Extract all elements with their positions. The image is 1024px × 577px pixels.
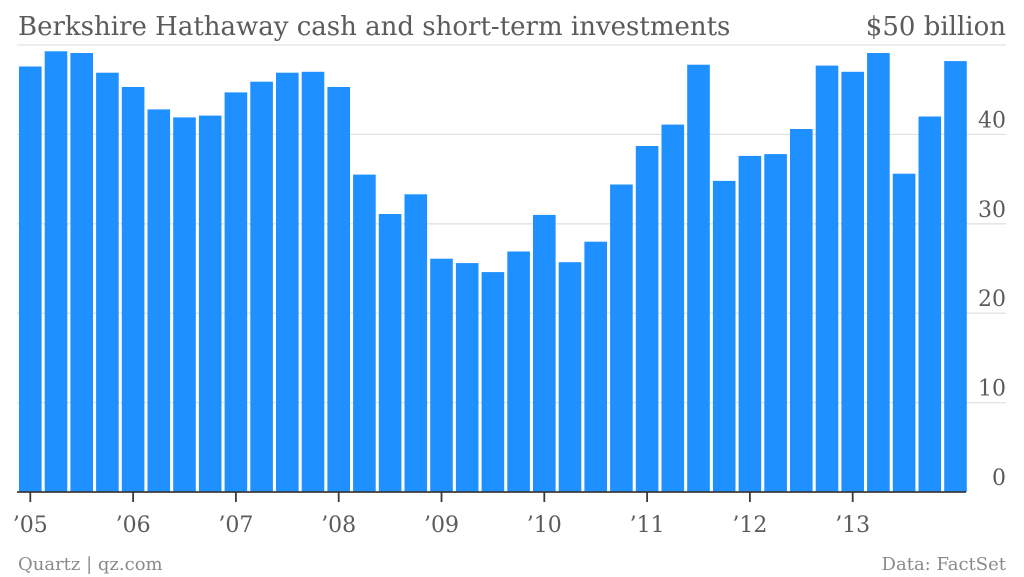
y-unit-label: $50 billion xyxy=(866,12,1006,42)
x-tick-labels: ’05 ’06 ’07 ’08 ’09 ’10 ’11 ’12 ’13 xyxy=(13,492,870,538)
bar xyxy=(301,71,325,493)
chart-source: Data: FactSet xyxy=(882,554,1007,575)
bar xyxy=(173,117,196,493)
bar xyxy=(404,194,428,493)
bar xyxy=(944,61,967,492)
x-tick-label: ’10 xyxy=(527,513,562,538)
bar xyxy=(584,241,607,492)
bar xyxy=(918,116,942,492)
bar xyxy=(70,53,93,492)
bar xyxy=(44,51,68,493)
bar xyxy=(276,72,299,492)
bar xyxy=(198,115,222,492)
bar xyxy=(558,262,582,492)
bar xyxy=(867,53,890,492)
x-tick-label: ’12 xyxy=(732,513,767,538)
bar xyxy=(841,71,864,493)
x-tick-label: ’07 xyxy=(218,513,253,538)
y-tick-label: 30 xyxy=(978,198,1006,223)
bar xyxy=(687,64,710,492)
bar xyxy=(507,251,530,492)
bar xyxy=(712,180,736,492)
bar xyxy=(764,154,787,492)
x-tick-label: ’08 xyxy=(321,513,356,538)
chart-title: Berkshire Hathaway cash and short-term i… xyxy=(18,12,730,42)
bar xyxy=(19,66,42,492)
bar xyxy=(815,65,839,492)
bar xyxy=(610,184,633,492)
bar xyxy=(790,129,813,492)
bar xyxy=(892,173,916,492)
y-tick-labels: 0 10 20 30 40 xyxy=(978,108,1006,491)
bar xyxy=(430,258,453,492)
x-tick-label: ’11 xyxy=(630,513,665,538)
bar xyxy=(738,155,762,492)
x-tick-label: ’05 xyxy=(13,513,48,538)
x-tick-label: ’13 xyxy=(835,513,870,538)
y-tick-label: 10 xyxy=(978,377,1006,402)
bar xyxy=(250,81,273,492)
chart-credit: Quartz | qz.com xyxy=(18,554,163,575)
bar xyxy=(378,214,402,492)
bar xyxy=(96,72,119,492)
x-tick-label: ’09 xyxy=(424,513,459,538)
x-tick-label: ’06 xyxy=(116,513,151,538)
y-tick-label: 20 xyxy=(978,287,1006,312)
bar xyxy=(661,124,685,492)
bar xyxy=(635,146,659,492)
bar xyxy=(327,87,350,492)
y-tick-label: 0 xyxy=(992,466,1006,491)
bar xyxy=(147,109,171,493)
bar xyxy=(455,263,479,492)
bar xyxy=(121,87,145,492)
bar xyxy=(353,174,376,492)
y-tick-label: 40 xyxy=(978,108,1006,133)
bar xyxy=(481,272,505,492)
bar xyxy=(533,214,556,492)
bars xyxy=(19,51,967,493)
bar xyxy=(224,92,248,493)
